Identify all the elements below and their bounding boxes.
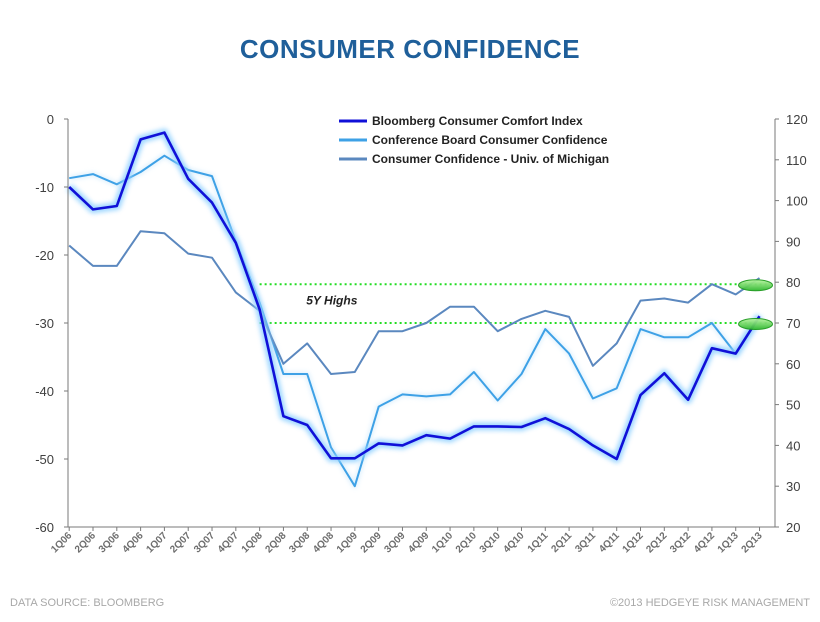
x-tick-label: 3Q11 bbox=[573, 530, 598, 555]
x-tick-label: 4Q10 bbox=[502, 530, 527, 555]
left-tick-label: -20 bbox=[35, 248, 54, 263]
right-tick-label: 100 bbox=[786, 194, 808, 209]
x-tick-label: 4Q09 bbox=[406, 530, 431, 555]
five-year-highs-annotation: 5Y Highs bbox=[306, 294, 357, 308]
x-tick-label: 1Q07 bbox=[144, 530, 169, 555]
x-tick-label: 1Q10 bbox=[430, 530, 455, 555]
series-lines bbox=[66, 128, 763, 489]
annotations: 5Y Highs bbox=[306, 294, 357, 308]
right-tick-label: 80 bbox=[786, 275, 800, 290]
x-tick-label: 3Q08 bbox=[287, 530, 312, 555]
consumer-confidence-univ-of-michigan-line bbox=[68, 230, 761, 375]
legend-label: Conference Board Consumer Confidence bbox=[372, 133, 608, 147]
x-tick-label: 2Q08 bbox=[263, 530, 288, 555]
bloomberg-consumer-comfort-index-line bbox=[68, 131, 761, 461]
chart-title: CONSUMER CONFIDENCE bbox=[239, 34, 581, 64]
legend-label: Bloomberg Consumer Comfort Index bbox=[372, 114, 583, 128]
x-tick-label: 3Q12 bbox=[668, 530, 693, 555]
legend-box bbox=[243, 107, 635, 173]
copyright-note: ©2013 HEDGEYE RISK MANAGEMENT bbox=[609, 597, 810, 609]
x-tick-label: 1Q09 bbox=[335, 530, 360, 555]
data-source-note: DATA SOURCE: BLOOMBERG bbox=[10, 597, 165, 609]
x-tick-label: 4Q08 bbox=[311, 530, 336, 555]
left-tick-label: -60 bbox=[35, 520, 54, 535]
right-tick-label: 120 bbox=[786, 112, 808, 127]
right-tick-label: 30 bbox=[786, 479, 800, 494]
right-tick-label: 40 bbox=[786, 438, 800, 453]
left-tick-label: -10 bbox=[35, 180, 54, 195]
x-tick-label: 2Q13 bbox=[740, 530, 765, 555]
x-tick-label: 2Q10 bbox=[454, 530, 479, 555]
left-tick-label: -40 bbox=[35, 384, 54, 399]
right-tick-label: 70 bbox=[786, 316, 800, 331]
right-tick-label: 20 bbox=[786, 520, 800, 535]
x-tick-label: 4Q12 bbox=[692, 530, 717, 555]
right-tick-label: 90 bbox=[786, 234, 800, 249]
x-tick-label: 3Q06 bbox=[97, 530, 122, 555]
x-tick-label: 4Q06 bbox=[121, 530, 146, 555]
legend-label: Consumer Confidence - Univ. of Michigan bbox=[372, 152, 609, 166]
x-tick-label: 2Q12 bbox=[644, 530, 669, 555]
x-tick-label: 2Q07 bbox=[168, 530, 193, 555]
left-tick-label: -50 bbox=[35, 452, 54, 467]
x-tick-label: 1Q12 bbox=[621, 530, 646, 555]
highlight-oval bbox=[738, 279, 774, 292]
right-tick-label: 50 bbox=[786, 398, 800, 413]
x-tick-label: 1Q11 bbox=[526, 530, 551, 555]
x-tick-label: 2Q11 bbox=[550, 530, 575, 555]
x-tick-label: 4Q07 bbox=[216, 530, 241, 555]
highlight-oval bbox=[738, 318, 774, 330]
x-tick-label: 3Q09 bbox=[382, 530, 407, 555]
right-tick-label: 60 bbox=[786, 357, 800, 372]
x-tick-label: 3Q07 bbox=[192, 530, 217, 555]
x-tick-label: 1Q13 bbox=[716, 530, 741, 555]
x-tick-label: 4Q11 bbox=[597, 530, 622, 555]
right-tick-label: 110 bbox=[786, 153, 807, 168]
x-tick-label: 2Q09 bbox=[359, 530, 384, 555]
left-tick-label: 0 bbox=[47, 112, 54, 127]
left-tick-label: -30 bbox=[35, 316, 54, 331]
highlight-markers bbox=[738, 279, 774, 330]
x-tick-label: 3Q10 bbox=[478, 530, 503, 555]
legend: Bloomberg Consumer Comfort Index Conferen… bbox=[243, 107, 635, 173]
x-tick-label: 1Q08 bbox=[240, 530, 265, 555]
x-tick-label: 2Q06 bbox=[73, 530, 98, 555]
